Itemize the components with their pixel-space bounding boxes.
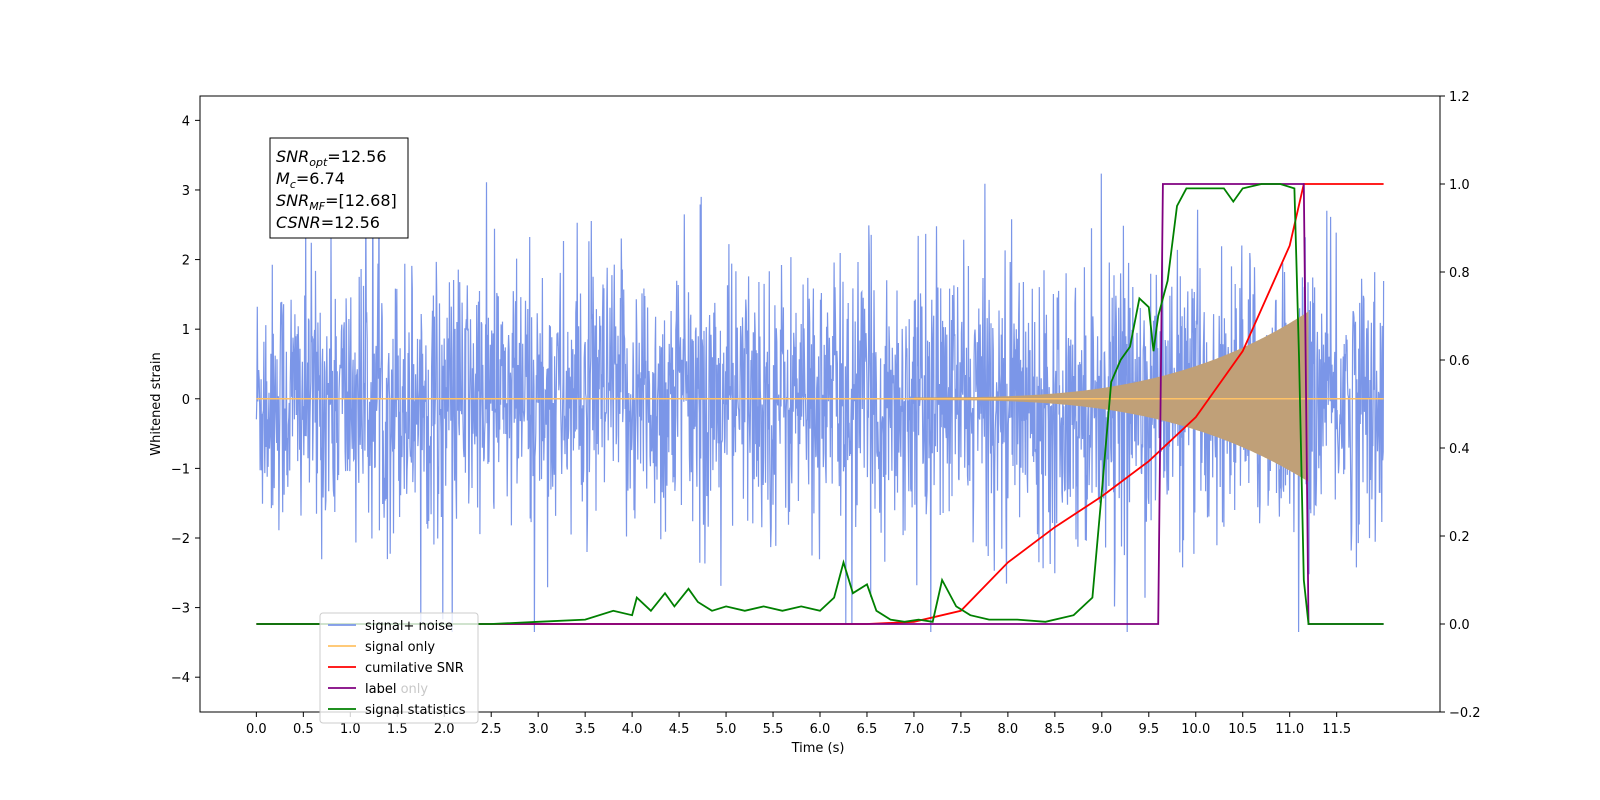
x-tick-label: 0.0 — [246, 722, 267, 737]
legend-item-label: label only label — [328, 682, 428, 697]
x-tick-label: 6.0 — [810, 722, 831, 737]
y-tick-label: 2 — [182, 254, 190, 269]
x-tick-label: 4.0 — [622, 722, 643, 737]
x-tick-label: 11.5 — [1322, 722, 1351, 737]
legend-frame — [319, 612, 479, 724]
svg-text:signal only: signal only — [365, 640, 435, 655]
x-tick-label: 2.5 — [481, 722, 502, 737]
y-tick-label: −4 — [171, 671, 190, 686]
y2-tick-label: 1.0 — [1449, 178, 1470, 193]
x-tick-label: 7.5 — [951, 722, 972, 737]
svg-text:cumilative SNR: cumilative SNR — [365, 661, 464, 676]
info-mc: Mc=6.74 — [276, 169, 345, 191]
series-signal-only — [256, 311, 1384, 482]
x-tick-label: 5.0 — [716, 722, 737, 737]
legend-item-signal-only: signal only — [328, 640, 435, 655]
y-tick-label: 1 — [182, 323, 190, 338]
y2-tick-label: 0.4 — [1449, 442, 1470, 457]
x-tick-label: 10.5 — [1228, 722, 1257, 737]
x-tick-label: 4.5 — [669, 722, 690, 737]
svg-text:signal statistics: signal statistics — [365, 703, 466, 718]
x-tick-label: 9.5 — [1138, 722, 1159, 737]
x-tick-label: 11.0 — [1275, 722, 1304, 737]
info-box: SNRopt=12.56 Mc=6.74 SNRMF=[12.68] CSNR=… — [269, 137, 409, 239]
x-tick-label: 6.5 — [857, 722, 878, 737]
x-tick-label: 2.0 — [434, 722, 455, 737]
legend-item-cumulative-snr: cumilative SNR — [328, 661, 464, 676]
x-tick-label: 5.5 — [763, 722, 784, 737]
y-tick-label: −3 — [171, 602, 190, 617]
x-tick-label: 9.0 — [1091, 722, 1112, 737]
y-tick-label: 4 — [182, 114, 190, 129]
legend-item-signal-noise: signal+ noise — [328, 619, 453, 634]
info-snr-mf: SNRMF=[12.68] — [276, 191, 397, 213]
x-tick-label: 8.5 — [1045, 722, 1066, 737]
svg-text:label only: label only — [365, 682, 428, 697]
y-tick-label: −2 — [171, 532, 190, 547]
y-axis-label: Whitened strain — [149, 352, 164, 455]
y-axis-ticks: 4 3 2 1 0 −1 −2 −3 −4 — [171, 114, 200, 686]
svg-text:label: label — [365, 682, 396, 697]
x-tick-label: 10.0 — [1181, 722, 1210, 737]
info-csnr: CSNR=12.56 — [276, 213, 380, 232]
y2-tick-label: 0.0 — [1449, 618, 1470, 633]
x-tick-label: 3.0 — [528, 722, 549, 737]
y2-tick-label: 0.6 — [1449, 354, 1470, 369]
x-tick-label: 0.5 — [293, 722, 314, 737]
x-tick-label: 8.0 — [998, 722, 1019, 737]
y2-tick-label: −0.2 — [1449, 706, 1481, 721]
info-snr-opt: SNRopt=12.56 — [276, 147, 387, 169]
signal-only-envelope — [913, 311, 1309, 482]
x-axis-ticks: 0.0 0.5 1.0 1.5 2.0 2.5 3.0 3.5 4.0 4.5 5.0 5.5 6.0 6… — [246, 712, 1351, 737]
info-box-frame — [269, 137, 409, 239]
legend: signal+ noise signal only cumilative SNR… — [319, 612, 479, 724]
signal-statistics-line — [256, 183, 1384, 625]
y2-tick-label: 1.2 — [1449, 90, 1470, 105]
x-axis-label: Time (s) — [791, 741, 845, 756]
y-tick-label: −1 — [171, 462, 190, 477]
svg-text:signal+ noise: signal+ noise — [365, 619, 453, 634]
x-tick-label: 1.0 — [340, 722, 361, 737]
x-tick-label: 7.0 — [904, 722, 925, 737]
x-tick-label: 3.5 — [575, 722, 596, 737]
y-tick-label: 0 — [182, 393, 190, 408]
legend-item-signal-statistics: signal statistics — [328, 703, 466, 718]
y2-tick-label: 0.2 — [1449, 530, 1470, 545]
y-tick-label: 3 — [182, 184, 190, 199]
y2-axis-ticks: 1.2 1.0 0.8 0.6 0.4 0.2 0.0 −0.2 — [1440, 90, 1481, 721]
x-tick-label: 1.5 — [387, 722, 408, 737]
y2-tick-label: 0.8 — [1449, 266, 1470, 281]
